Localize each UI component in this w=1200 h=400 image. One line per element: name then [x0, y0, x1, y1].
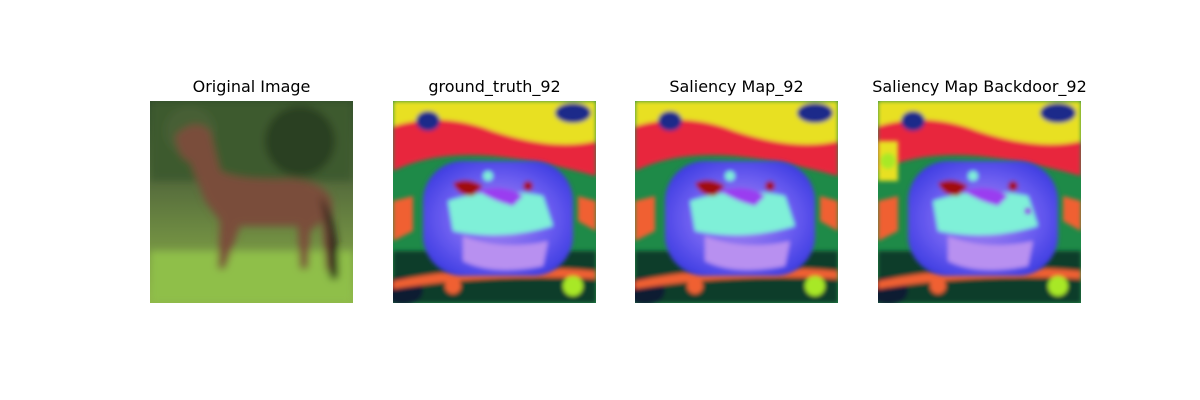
panel-title: Original Image [192, 77, 311, 96]
horse-photo [150, 101, 353, 303]
saliency-heatmap [393, 101, 596, 303]
saliency-heatmap-backdoor [878, 101, 1081, 303]
panel-title: ground_truth_92 [428, 77, 561, 96]
panel-title: Saliency Map Backdoor_92 [872, 77, 1087, 96]
panel-title: Saliency Map_92 [669, 77, 804, 96]
panel-ground-truth: ground_truth_92 [393, 76, 596, 303]
panel-saliency-map-backdoor: Saliency Map Backdoor_92 [872, 76, 1087, 303]
panel-saliency-map: Saliency Map_92 [635, 76, 838, 303]
saliency-heatmap [635, 101, 838, 303]
panel-original: Original Image [150, 76, 353, 303]
